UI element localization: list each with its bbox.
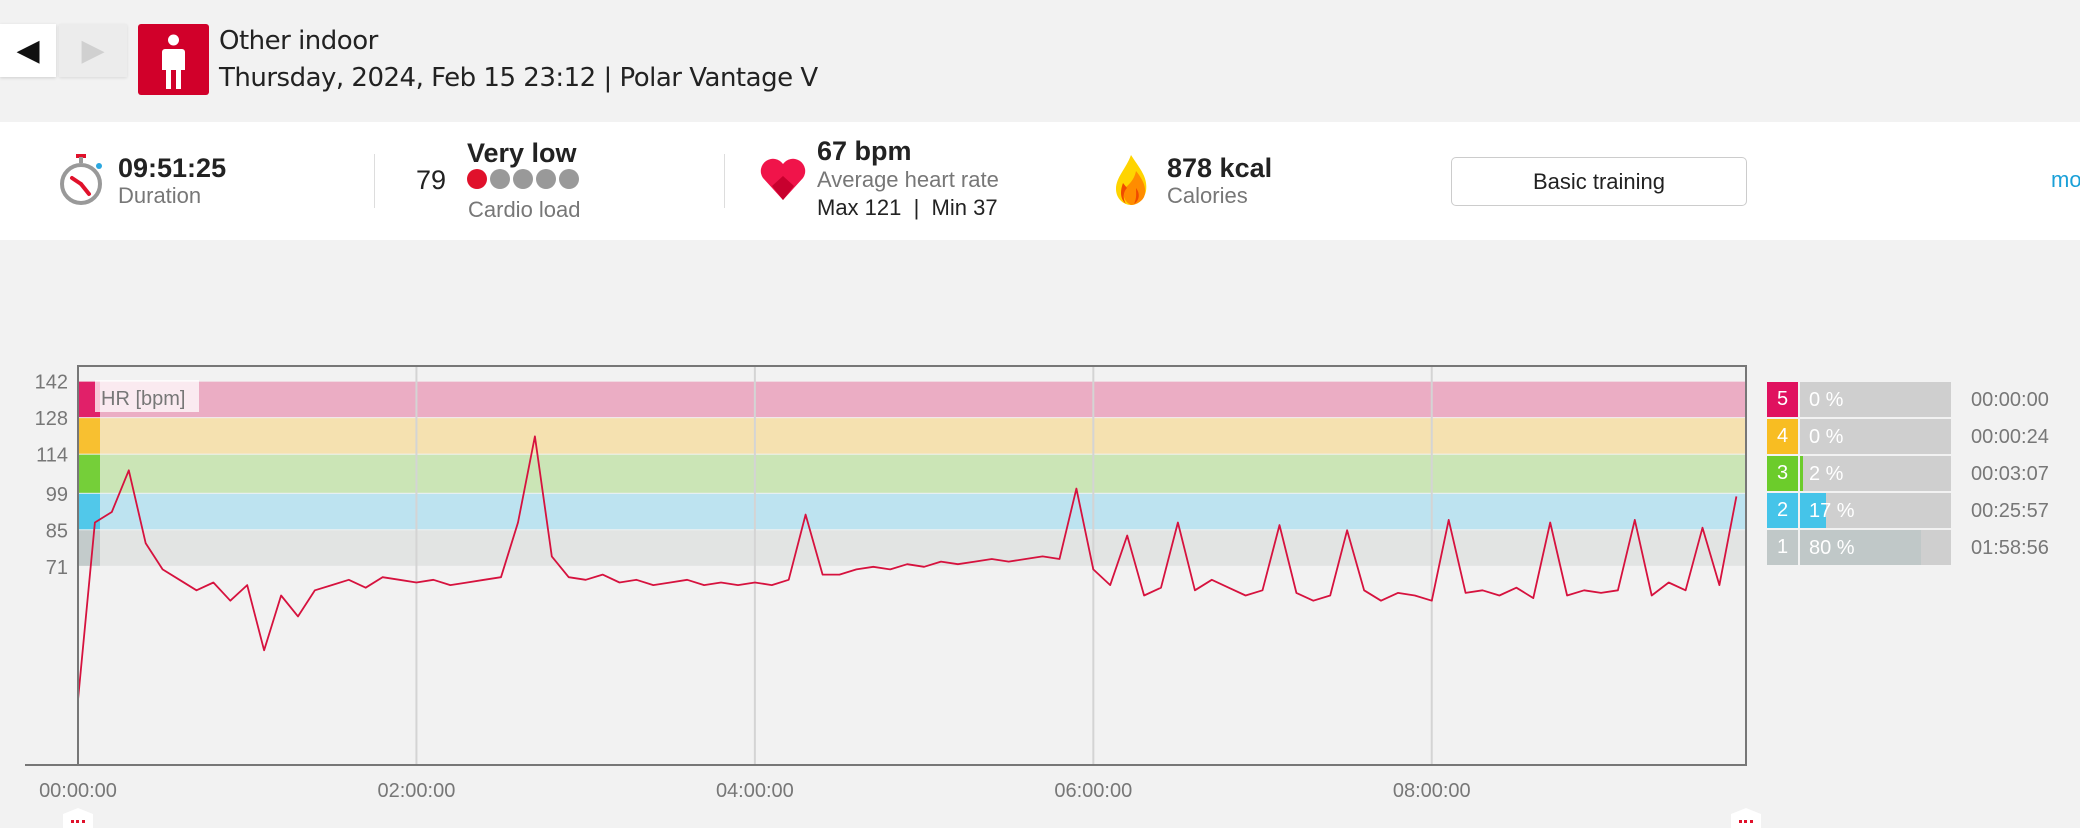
cardio-dot [559,169,579,189]
zone-time: 00:00:00 [1971,389,2049,411]
zone-row-2: 2 17 % 00:25:57 [1767,493,2049,530]
zone-bar-fill [1800,456,1804,491]
zone-time: 00:03:07 [1971,463,2049,485]
cardio-dot [490,169,510,189]
zone-percent: 2 % [1809,463,1844,485]
zone-4-band [78,418,1746,454]
zone-2-band [78,493,1746,530]
session-subtitle: Thursday, 2024, Feb 15 23:12 | Polar Van… [219,63,818,93]
cardio-load-dots [467,169,582,194]
x-tick-label: 08:00:00 [1393,780,1471,802]
zone-bar: 17 % [1800,493,1951,528]
y-tick-label: 128 [35,408,68,430]
duration-label: Duration [118,183,202,208]
zone-percent: 0 % [1809,389,1844,411]
range-start-handle[interactable] [63,808,93,828]
zone-1-band [78,530,1746,566]
zone-2-marker [78,493,100,530]
y-tick-label: 142 [35,372,68,394]
zone-time: 00:25:57 [1971,500,2049,522]
plot-frame [77,365,1747,766]
cardio-dot-filled [467,169,487,189]
zone-3-band [78,454,1746,493]
zone-3-marker [78,454,100,493]
zone-bar: 0 % [1800,419,1951,454]
person-standing-icon [162,34,185,89]
zone-4-marker [78,418,100,454]
zone-badge: 5 [1767,382,1798,417]
hr-zone-table: 5 0 % 00:00:00 4 0 % 00:00:24 3 2 % 00:03:… [1767,382,2049,567]
calories-value: 878 kcal [1167,153,1273,183]
session-title: Other indoor [219,26,378,56]
cardio-load-score: 79 [416,165,447,195]
divider [374,154,375,208]
heart-icon [760,158,806,200]
cardio-dot [513,169,533,189]
zone-5-marker [78,381,100,418]
avg-hr-label: Average heart rate [817,167,999,192]
zone-bar: 2 % [1800,456,1951,491]
sport-icon [138,24,209,95]
cardio-load-level: Very low [467,138,577,168]
zone-1-marker [78,530,100,566]
arrow-left-icon: ◀ [16,34,40,67]
previous-session-button[interactable]: ◀ [0,24,56,77]
zone-row-5: 5 0 % 00:00:00 [1767,382,2049,419]
y-tick-label: 99 [46,484,68,506]
zone-bar: 0 % [1800,382,1951,417]
flame-icon [1116,155,1147,205]
zone-row-3: 3 2 % 00:03:07 [1767,456,2049,493]
y-tick-label: 71 [46,557,68,579]
x-tick-label: 04:00:00 [716,780,794,802]
zone-row-4: 4 0 % 00:00:24 [1767,419,2049,456]
zone-badge: 2 [1767,493,1798,528]
summary-stats-bar: 09:51:25 Duration 79 Very low Cardio loa… [0,122,2080,240]
zone-bar-fill [1800,493,1826,528]
zone-percent: 80 % [1809,537,1855,559]
next-session-button[interactable]: ▶ [59,24,127,77]
zone-time: 01:58:56 [1971,537,2049,559]
hr-series-label: HR [bpm] [101,388,185,410]
range-end-handle[interactable] [1731,808,1761,828]
x-tick-label: 02:00:00 [378,780,456,802]
zone-badge: 1 [1767,530,1798,565]
stopwatch-icon [60,154,102,205]
hr-label-bg [95,380,199,412]
calories-label: Calories [1167,183,1248,208]
zone-bar: 80 % [1800,530,1951,565]
divider [724,154,725,208]
grip-icon [71,820,85,826]
cardio-load-label: Cardio load [468,197,581,222]
zone-percent: 0 % [1809,426,1844,448]
x-tick-label: 00:00:00 [39,780,117,802]
duration-value: 09:51:25 [118,153,227,183]
zone-5-band [78,381,1746,418]
zone-row-1: 1 80 % 01:58:56 [1767,530,2049,567]
zone-time: 00:00:24 [1971,426,2049,448]
zone-percent: 17 % [1809,500,1855,522]
y-tick-label: 85 [46,520,68,542]
training-benefit-button[interactable]: Basic training [1451,157,1747,206]
hr-line [77,435,1738,753]
zone-badge: 4 [1767,419,1798,454]
x-tick-label: 06:00:00 [1054,780,1132,802]
cardio-dot [536,169,556,189]
zone-bar-fill [1800,530,1921,565]
y-tick-label: 114 [36,445,68,467]
grip-icon [1739,820,1753,826]
avg-hr-value: 67 bpm [817,136,912,166]
arrow-right-icon: ▶ [81,34,105,67]
more-link[interactable]: mo [2051,167,2080,192]
hr-max-min: Max 121 | Min 37 [817,195,998,220]
zone-badge: 3 [1767,456,1798,491]
